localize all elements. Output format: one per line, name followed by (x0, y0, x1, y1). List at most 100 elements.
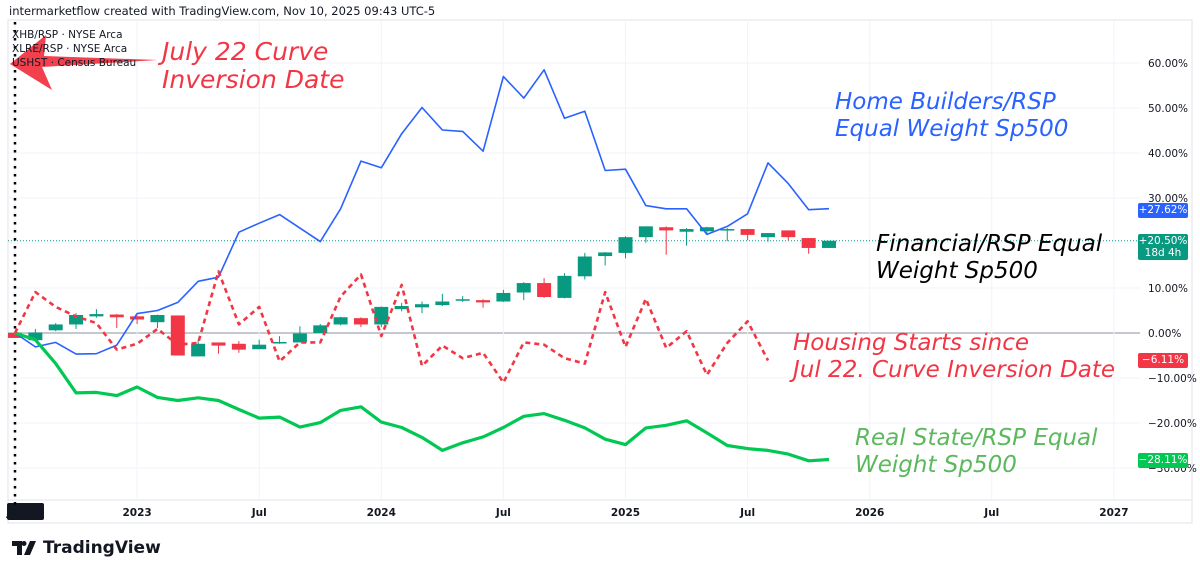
candle (537, 278, 552, 298)
candle-body (496, 292, 511, 302)
candle (333, 316, 348, 326)
x-tick-label: Jul (251, 507, 267, 519)
candle-body (781, 230, 796, 238)
annotation-line: Equal Weight Sp500 (835, 116, 1069, 142)
candle-body (48, 324, 63, 331)
candle-body (28, 332, 43, 341)
candle-body (801, 238, 816, 248)
annotation-line: Financial/RSP Equal (876, 231, 1103, 257)
annotation-real-estate: Real State/RSP Equal Weight Sp500 (855, 425, 1098, 479)
candle (679, 228, 694, 246)
annotation-line: July 22 Curve (162, 37, 329, 66)
x-tick-label: Jul (495, 507, 511, 519)
candle-body (557, 275, 572, 298)
candle-body (618, 237, 633, 253)
candle-body (8, 333, 22, 338)
y-tick-label: −10.00% (1148, 373, 1197, 385)
candle-body (760, 233, 775, 238)
candle-body (272, 342, 287, 344)
price-label-xlre: −28.11% (1138, 453, 1188, 468)
annotation-line: Home Builders/RSP (835, 89, 1056, 115)
candle-body (476, 300, 491, 303)
y-tick-label: 60.00% (1148, 58, 1188, 70)
candle (252, 339, 267, 350)
candle (170, 315, 185, 356)
candle (231, 341, 246, 353)
annotation-line: Jul 22. Curve Inversion Date (793, 357, 1115, 383)
candle (699, 226, 714, 234)
candle (801, 238, 816, 254)
brand-name: TradingView (43, 538, 161, 558)
series-xlre-line (14, 331, 830, 463)
candle (781, 230, 796, 241)
arrow-annotation-icon (10, 35, 158, 90)
legend-xlre[interactable]: XLRE/RSP · NYSE Arca (12, 43, 128, 55)
annotation-housing: Housing Starts since Jul 22. Curve Inver… (793, 330, 1115, 384)
candle (638, 226, 653, 243)
candle (415, 301, 429, 314)
y-tick-label: 30.00% (1148, 193, 1188, 205)
candle-body (740, 229, 755, 235)
candle-body (292, 333, 307, 343)
candle (374, 306, 389, 328)
candle-body (170, 315, 185, 356)
candle (394, 302, 409, 312)
annotation-line: Inversion Date (162, 65, 345, 94)
candle (272, 336, 287, 344)
candle (48, 323, 63, 332)
price-value: +20.50% (1138, 235, 1188, 247)
candle-body (435, 301, 450, 306)
candle-body (150, 315, 165, 323)
series-ushst-line (13, 270, 770, 384)
x-tick-label: 2024 (367, 507, 396, 519)
tradingview-logo[interactable]: TradingView (12, 538, 161, 558)
candle-body (374, 306, 389, 325)
x-tick-label: 2025 (611, 507, 640, 519)
y-tick-label: −20.00% (1148, 418, 1197, 430)
candle (516, 282, 531, 301)
candle (618, 236, 633, 259)
chart-credit: intermarketflow created with TradingView… (9, 4, 436, 18)
candle (211, 342, 226, 354)
candle-body (577, 256, 592, 277)
candle-body (394, 306, 409, 310)
candle (292, 326, 307, 343)
candle-body (415, 304, 429, 308)
candle (353, 317, 368, 328)
candle-body (537, 283, 552, 297)
candle (659, 226, 674, 255)
candle (455, 296, 470, 302)
candle (598, 252, 613, 266)
bar-countdown: 18d 4h (1144, 247, 1182, 259)
candle-body (598, 252, 613, 257)
x-tick-label: 2023 (122, 507, 151, 519)
x-tick-label: Jul '22 (6, 507, 43, 519)
annotation-line: Real State/RSP Equal (855, 425, 1098, 451)
y-tick-label: 50.00% (1148, 103, 1188, 115)
candle-body (679, 229, 694, 232)
candle (89, 309, 104, 318)
legend-xhb[interactable]: XHB/RSP · NYSE Arca (12, 29, 123, 41)
candle (109, 314, 124, 329)
legend-ushst[interactable]: USHST · Census Bureau (12, 57, 137, 69)
candle-body (231, 343, 246, 350)
annotation-line: Weight Sp500 (876, 258, 1038, 284)
x-tick-label: 2027 (1099, 507, 1128, 519)
candle-body (191, 343, 206, 357)
candle (557, 273, 572, 299)
crosshair-date-badge (7, 503, 44, 520)
candle (191, 340, 206, 357)
candle-body (699, 227, 714, 232)
x-tick-label: Jul (983, 507, 999, 519)
candle-body (313, 325, 328, 333)
candle (476, 299, 491, 308)
candle (150, 314, 165, 329)
candle (822, 240, 836, 248)
candle-body (455, 299, 470, 301)
y-tick-label: 40.00% (1148, 148, 1188, 160)
candle-body (516, 283, 531, 293)
candle-body (822, 240, 836, 248)
x-tick-label: Jul (739, 507, 755, 519)
candle (496, 289, 511, 302)
